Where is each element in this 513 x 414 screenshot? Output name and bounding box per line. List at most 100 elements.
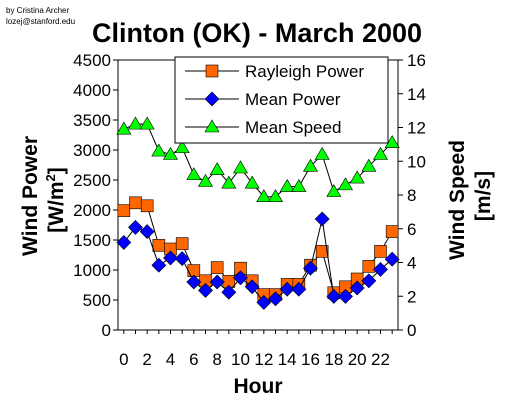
left-tick-label: 3500	[73, 111, 111, 130]
left-axis-unit-exponent: 2	[43, 174, 58, 181]
mean-power-point	[174, 251, 190, 267]
rayleigh-power-point	[315, 245, 329, 258]
credit-email: lozej@stanford.edu	[6, 17, 75, 26]
credit-author: by Cristina Archer	[6, 6, 69, 15]
mean-speed-point	[197, 173, 214, 187]
right-tick-label: 10	[407, 152, 426, 171]
mean-power-point	[338, 288, 353, 304]
x-tick-label: 12	[254, 350, 273, 369]
right-axis-ticks: 0 2 4 6 8 10 12 14 16	[398, 51, 426, 340]
left-tick-label: 1500	[73, 231, 111, 250]
rayleigh-power-point	[362, 260, 376, 273]
rayleigh-power-point	[129, 196, 142, 210]
mean-speed-point	[337, 177, 354, 191]
x-tick-label: 6	[189, 350, 198, 369]
mean-speed-point	[372, 146, 389, 160]
legend-marker-rayleigh-power	[205, 64, 219, 78]
mean-power-point	[163, 250, 178, 266]
series-mean-speed	[116, 116, 400, 202]
left-tick-label: 500	[83, 291, 111, 310]
left-axis-ticks: 0 500 1000 1500 2000 2500 3000 3500 4000 4500	[73, 51, 118, 340]
x-tick-label: 18	[324, 350, 343, 369]
mean-speed-point	[302, 158, 319, 172]
mean-speed-point	[116, 121, 132, 135]
right-tick-label: 16	[407, 51, 426, 70]
right-tick-label: 8	[407, 186, 416, 205]
mean-power-point	[244, 279, 260, 295]
mean-power-point	[256, 294, 272, 310]
mean-power-point	[198, 282, 213, 298]
x-tick-label: 20	[348, 350, 367, 369]
left-tick-label: 0	[102, 321, 111, 340]
x-tick-label: 4	[166, 350, 175, 369]
right-axis-title-text: Wind Speed	[446, 140, 469, 260]
series-layer	[116, 116, 400, 310]
mean-power-point	[139, 224, 155, 240]
mean-power-point	[361, 273, 377, 289]
left-axis-unit: [W/m2]	[43, 167, 68, 233]
rayleigh-power-point	[385, 225, 399, 238]
x-tick-label: 10	[231, 350, 250, 369]
left-tick-label: 1000	[73, 261, 111, 280]
right-tick-label: 0	[407, 321, 416, 340]
left-tick-label: 2500	[73, 171, 111, 190]
mean-speed-point	[209, 162, 225, 175]
rayleigh-power-point	[117, 204, 131, 217]
mean-speed-point	[151, 143, 167, 157]
chart-title: Clinton (OK) - March 2000	[92, 18, 422, 48]
mean-power-point	[384, 251, 400, 267]
legend-marker-mean-power	[204, 91, 220, 107]
x-tick-label: 22	[371, 350, 390, 369]
left-tick-label: 4500	[73, 51, 111, 70]
left-axis-unit-suffix: ]	[45, 167, 68, 174]
left-axis-title: Wind Power [W/m2]	[19, 136, 68, 256]
left-axis-unit-prefix: [W/m	[45, 181, 68, 232]
x-tick-label: 0	[119, 350, 128, 369]
x-axis-ticks: 0 2 4 6 8 10 12 14 16 18 20 22	[119, 330, 393, 369]
mean-power-point	[116, 234, 132, 250]
mean-power-point	[221, 284, 237, 300]
mean-power-point	[268, 291, 283, 307]
left-tick-label: 4000	[73, 81, 111, 100]
right-axis-unit: [m/s]	[472, 171, 495, 221]
x-tick-label: 14	[278, 350, 297, 369]
left-axis-title-text: Wind Power	[19, 136, 42, 256]
mean-power-point	[291, 281, 307, 297]
mean-speed-point	[244, 175, 260, 189]
mean-speed-point	[326, 184, 342, 197]
mean-speed-point	[186, 167, 202, 181]
mean-power-point	[186, 274, 202, 290]
legend-marker-mean-speed	[204, 119, 220, 133]
mean-speed-point	[267, 189, 284, 202]
right-tick-label: 12	[407, 119, 426, 138]
x-tick-label: 8	[212, 350, 221, 369]
rayleigh-power-point	[210, 261, 224, 274]
legend-label-mean-speed: Mean Speed	[245, 118, 341, 137]
mean-speed-point	[162, 146, 179, 160]
rayleigh-power-point	[374, 245, 387, 258]
series-mean-power	[116, 211, 400, 310]
mean-power-point	[209, 274, 225, 290]
mean-power-point	[279, 281, 295, 297]
mean-power-point	[233, 270, 248, 286]
mean-speed-point	[232, 160, 249, 174]
mean-speed-point	[221, 175, 237, 189]
right-tick-label: 2	[407, 287, 416, 306]
x-tick-label: 2	[142, 350, 151, 369]
left-tick-label: 2000	[73, 201, 111, 220]
mean-speed-point	[127, 116, 144, 130]
mean-power-point	[314, 211, 330, 227]
legend-label-mean-power: Mean Power	[245, 90, 341, 109]
right-tick-label: 14	[407, 85, 426, 104]
legend: Rayleigh Power Mean Power Mean Speed	[174, 56, 389, 144]
right-axis-title: Wind Speed [m/s]	[446, 140, 495, 260]
legend-label-rayleigh-power: Rayleigh Power	[245, 62, 364, 81]
mean-power-point	[303, 260, 318, 276]
mean-speed-point	[291, 178, 307, 192]
mean-speed-point	[384, 135, 400, 148]
mean-speed-point	[174, 140, 190, 154]
right-tick-label: 6	[407, 220, 416, 239]
x-tick-label: 16	[301, 350, 320, 369]
mean-speed-point	[361, 158, 377, 172]
